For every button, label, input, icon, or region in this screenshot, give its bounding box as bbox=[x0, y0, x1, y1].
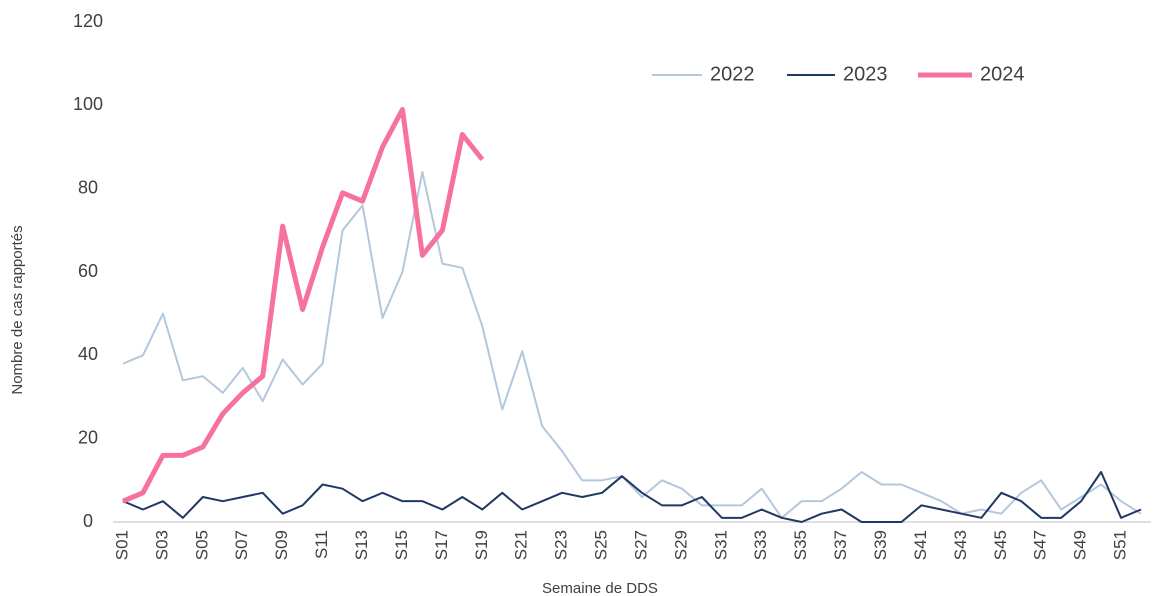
x-tick-label: S45 bbox=[991, 530, 1010, 560]
x-tick-label: S05 bbox=[192, 530, 211, 560]
x-tick-label: S43 bbox=[951, 530, 970, 560]
x-tick-label: S51 bbox=[1111, 530, 1130, 560]
y-tick-label: 100 bbox=[73, 94, 103, 114]
x-tick-label: S13 bbox=[352, 530, 371, 560]
x-tick-label: S31 bbox=[711, 530, 730, 560]
x-tick-label: S15 bbox=[392, 530, 411, 560]
x-tick-label: S39 bbox=[871, 530, 890, 560]
x-tick-label: S17 bbox=[432, 530, 451, 560]
x-tick-label: S09 bbox=[272, 530, 291, 560]
series-line bbox=[122, 107, 485, 504]
x-tick-label: S03 bbox=[152, 530, 171, 560]
series-line bbox=[122, 471, 1142, 523]
series-line bbox=[122, 171, 1142, 519]
x-tick-label: S47 bbox=[1031, 530, 1050, 560]
x-tick-label: S49 bbox=[1071, 530, 1090, 560]
x-tick-label: S33 bbox=[751, 530, 770, 560]
y-axis-title: Nombre de cas rapportés bbox=[9, 225, 26, 394]
x-tick-label: S27 bbox=[631, 530, 650, 560]
x-tick-label: S01 bbox=[112, 530, 131, 560]
y-tick-label: 40 bbox=[78, 344, 98, 364]
x-axis-title: Semaine de DDS bbox=[542, 580, 658, 596]
y-tick-label: 120 bbox=[73, 11, 103, 31]
x-tick-label: S35 bbox=[791, 530, 810, 560]
x-tick-label: S23 bbox=[552, 530, 571, 560]
y-tick-label: 20 bbox=[78, 427, 98, 447]
legend-label: 2023 bbox=[843, 63, 888, 85]
y-tick-label: 80 bbox=[78, 177, 98, 197]
x-tick-label: S07 bbox=[232, 530, 251, 560]
legend-label: 2022 bbox=[710, 63, 755, 85]
x-tick-label: S37 bbox=[831, 530, 850, 560]
x-tick-label: S41 bbox=[911, 530, 930, 560]
x-tick-label: S19 bbox=[472, 530, 491, 560]
x-tick-label: S11 bbox=[312, 530, 331, 559]
y-tick-label: 60 bbox=[78, 261, 98, 281]
legend-label: 2024 bbox=[980, 63, 1025, 85]
x-tick-label: S29 bbox=[671, 530, 690, 560]
x-tick-label: S25 bbox=[592, 530, 611, 560]
x-tick-label: S21 bbox=[512, 530, 531, 560]
y-tick-label: 0 bbox=[83, 511, 93, 531]
